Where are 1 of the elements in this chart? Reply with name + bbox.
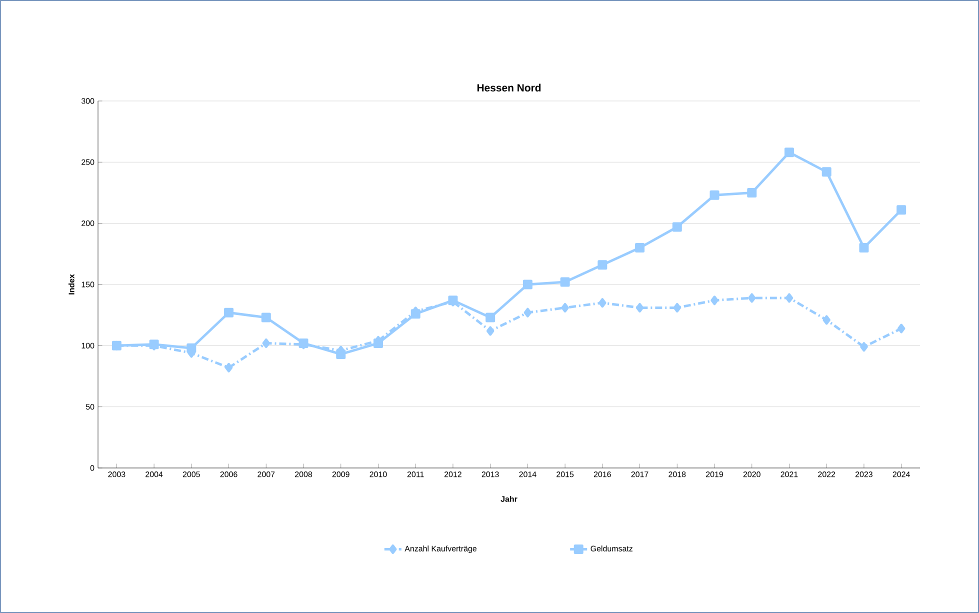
chart-title: Hessen Nord: [477, 84, 541, 92]
